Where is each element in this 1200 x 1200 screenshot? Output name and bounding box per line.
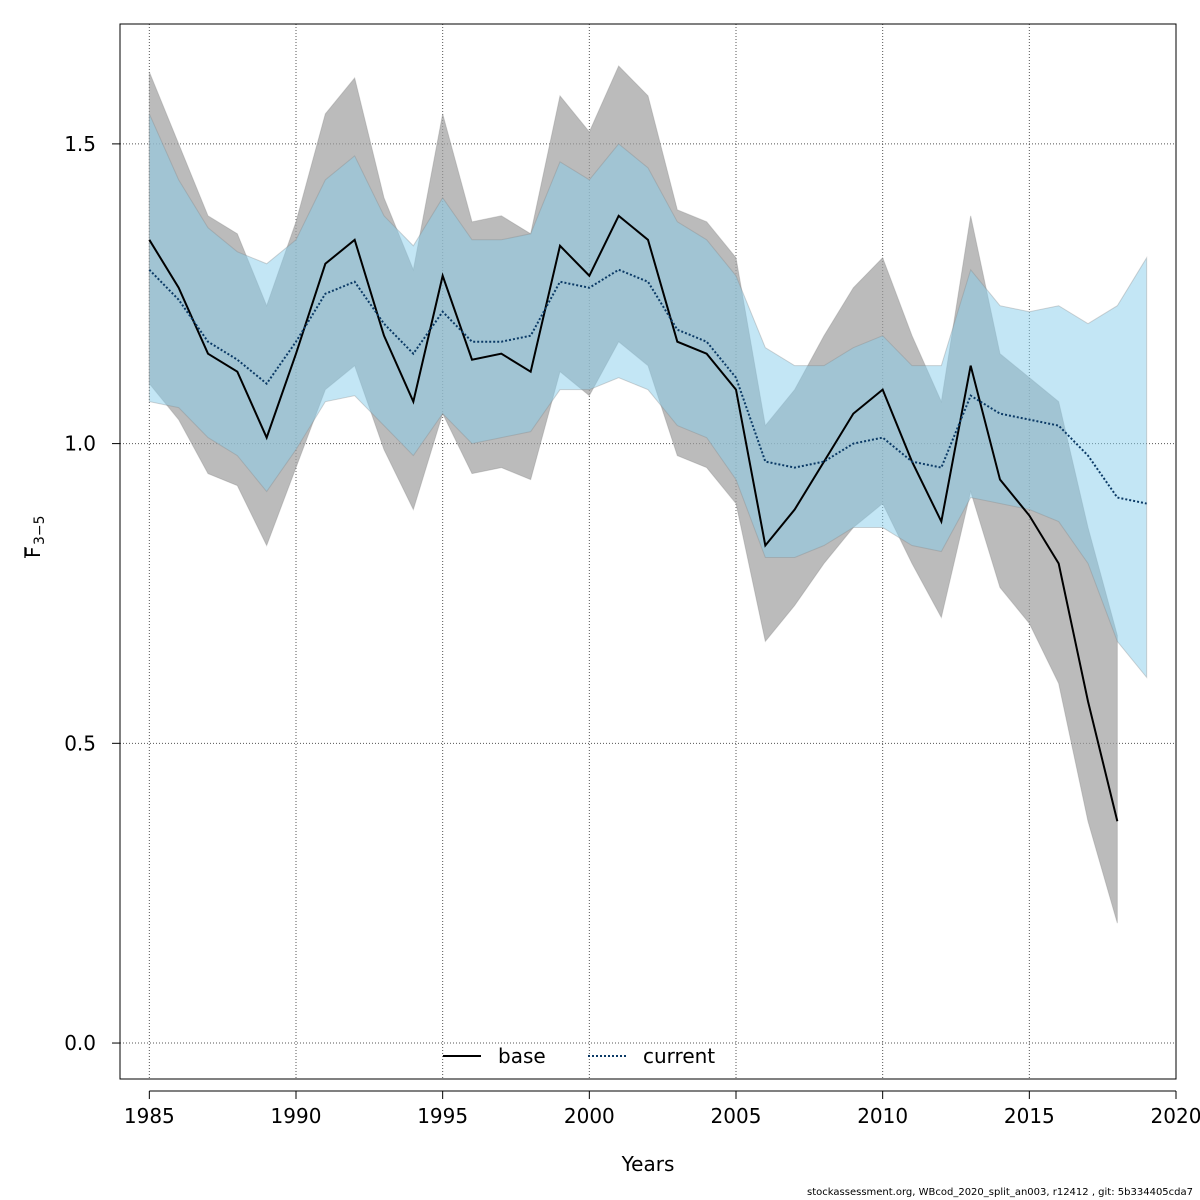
x-tick-label: 2015 (1004, 1104, 1055, 1128)
band-current (148, 113, 1148, 679)
series-lines (148, 214, 1147, 822)
x-tick-label: 2020 (1151, 1104, 1200, 1128)
footer-caption: stockassessment.org, WBcod_2020_split_an… (807, 1187, 1193, 1198)
y-tick-label: 0.5 (64, 731, 96, 755)
y-tick-label: 1.0 (64, 432, 96, 456)
plot-frame (119, 23, 1177, 1080)
legend-current-label: current (643, 1044, 715, 1068)
y-axis-title-subscript: 3−5 (32, 515, 48, 545)
x-tick-label: 1985 (124, 1104, 175, 1128)
x-tick-label: 2000 (564, 1104, 615, 1128)
y-axis-title-main: F (21, 546, 45, 558)
x-tick-label: 1995 (417, 1104, 468, 1128)
x-tick-label: 2010 (857, 1104, 908, 1128)
x-tick-label: 2005 (711, 1104, 762, 1128)
y-tick-label: 1.5 (64, 132, 96, 156)
y-axis-title: F 3−5 (21, 515, 48, 558)
axes: 1985 1990 1995 2000 2005 2010 2015 2020 0.0 0.5 1.… (64, 132, 1200, 1128)
x-tick-label: 1990 (271, 1104, 322, 1128)
line-base (148, 214, 1119, 822)
x-axis-title: Years (621, 1152, 675, 1176)
legend-base-label: base (498, 1044, 546, 1068)
confidence-bands (148, 65, 1148, 924)
legend: base current (443, 1044, 715, 1068)
y-tick-label: 0.0 (64, 1031, 96, 1055)
